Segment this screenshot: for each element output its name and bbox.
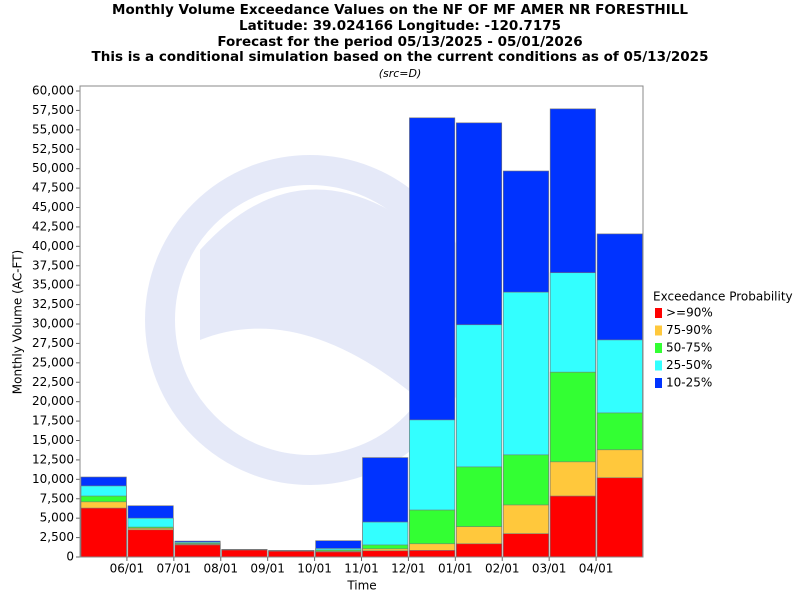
bar (174, 544, 221, 558)
chart-title: Forecast for the period 05/13/2025 - 05/… (217, 34, 582, 50)
x-tick-label: 11/01 (344, 562, 379, 576)
y-tick-label: 17,500 (32, 414, 74, 428)
bar (502, 533, 549, 558)
y-tick-label: 30,000 (32, 317, 74, 331)
plot-area (80, 86, 643, 557)
legend-label: 50-75% (666, 341, 712, 355)
y-tick-label: 50,000 (32, 161, 74, 175)
bar (315, 551, 362, 558)
x-tick-label: 03/01 (532, 562, 567, 576)
chart-title: This is a conditional simulation based o… (92, 49, 709, 65)
chart-title: Monthly Volume Exceedance Values on the … (112, 2, 688, 18)
y-axis-label: Monthly Volume (AC-FT) (11, 250, 25, 394)
x-tick-label: 01/01 (438, 562, 473, 576)
bar (221, 549, 268, 558)
y-tick-label: 10,000 (32, 472, 74, 486)
legend-swatch (655, 360, 662, 371)
y-tick-label: 7,500 (40, 491, 74, 505)
y-tick-label: 52,500 (32, 142, 74, 156)
y-tick-label: 0 (66, 550, 74, 564)
y-tick-label: 25,000 (32, 355, 74, 369)
x-tick-label: 07/01 (157, 562, 192, 576)
y-tick-label: 2,500 (40, 530, 74, 544)
bar (127, 529, 174, 558)
plot-border (79, 85, 644, 558)
y-tick-label: 55,000 (32, 122, 74, 136)
legend-swatch (655, 343, 662, 353)
y-tick-label: 22,500 (32, 375, 74, 389)
bar (456, 543, 503, 558)
y-tick-label: 45,000 (32, 200, 74, 214)
legend-swatch (655, 308, 662, 318)
y-tick-label: 57,500 (32, 103, 74, 117)
y-tick-label: 60,000 (32, 84, 74, 98)
bar (549, 495, 596, 558)
bar (409, 550, 456, 558)
x-tick-label: 04/01 (579, 562, 614, 576)
y-tick-label: 42,500 (32, 219, 74, 233)
y-tick-label: 37,500 (32, 258, 74, 272)
legend-label: >=90% (666, 306, 713, 320)
y-tick-label: 15,000 (32, 433, 74, 447)
x-tick-label: 02/01 (485, 562, 520, 576)
bar (268, 550, 315, 558)
bar (362, 550, 409, 558)
y-tick-label: 32,500 (32, 297, 74, 311)
chart-title: Latitude: 39.024166 Longitude: -120.7175 (239, 18, 561, 34)
subtitle: (src=D) (379, 67, 422, 80)
y-tick-label: 12,500 (32, 452, 74, 466)
legend-swatch (655, 378, 662, 388)
legend-title: Exceedance Probability (653, 290, 793, 304)
x-tick-label: 08/01 (203, 562, 238, 576)
x-axis-label: Time (346, 579, 376, 593)
bar (596, 477, 643, 558)
y-tick-label: 40,000 (32, 239, 74, 253)
x-tick-label: 09/01 (250, 562, 285, 576)
y-tick-label: 27,500 (32, 336, 74, 350)
legend-swatch (655, 325, 662, 336)
y-tick-label: 35,000 (32, 278, 74, 292)
y-tick-label: 20,000 (32, 394, 74, 408)
y-tick-label: 5,000 (40, 511, 74, 525)
bar (80, 507, 127, 558)
x-tick-label: 06/01 (110, 562, 145, 576)
x-tick-label: 10/01 (297, 562, 332, 576)
legend-label: 10-25% (666, 376, 712, 390)
legend-label: 25-50% (666, 358, 712, 372)
y-tick-label: 47,500 (32, 181, 74, 195)
legend-label: 75-90% (666, 323, 712, 337)
x-tick-label: 12/01 (391, 562, 426, 576)
